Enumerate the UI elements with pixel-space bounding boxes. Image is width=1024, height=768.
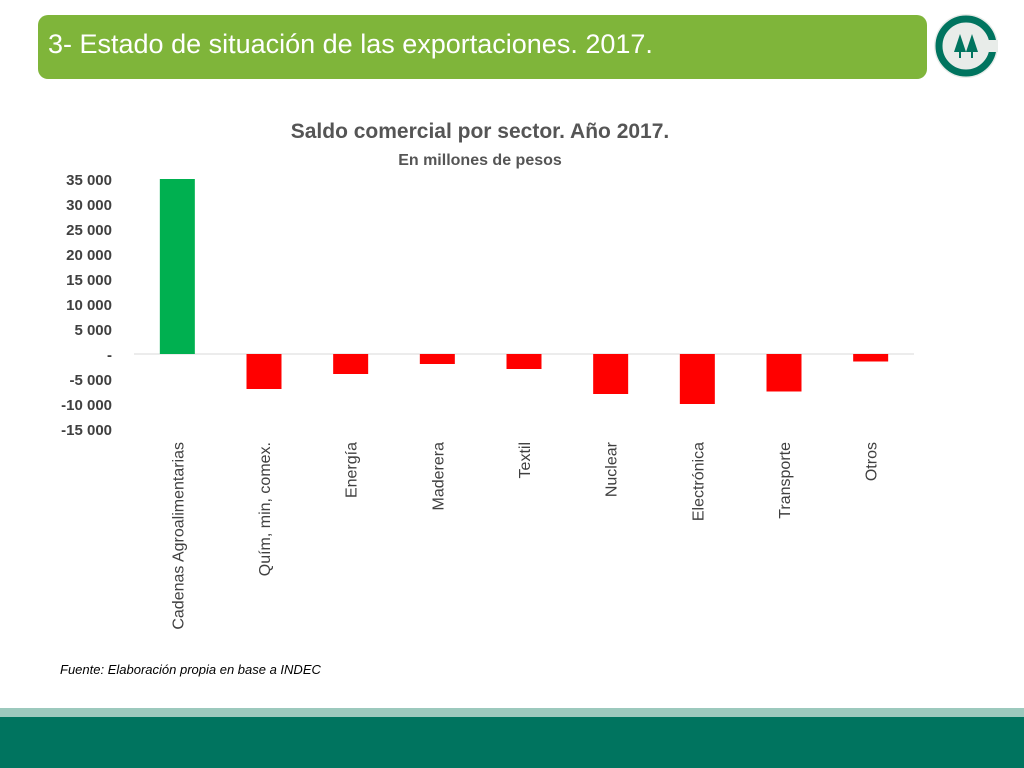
footer-stripe	[0, 708, 1024, 717]
y-tick-label: 20 000	[66, 247, 112, 264]
x-tick-label: Transporte	[777, 442, 794, 519]
y-tick-label: 30 000	[66, 197, 112, 214]
bar	[246, 354, 282, 389]
bar	[853, 354, 889, 362]
logo-icon	[934, 14, 998, 78]
y-tick-label: 25 000	[66, 222, 112, 239]
footer-bar	[0, 717, 1024, 768]
page-title: 3- Estado de situación de las exportacio…	[48, 29, 653, 59]
source-note: Fuente: Elaboración propia en base a IND…	[60, 662, 321, 677]
y-tick-label: -	[107, 347, 112, 364]
bar	[419, 354, 455, 364]
bar	[679, 354, 715, 404]
x-tick-label: Quím, min, comex.	[257, 442, 274, 576]
bar	[333, 354, 369, 374]
x-tick-label: Energía	[344, 442, 361, 498]
y-tick-label: 35 000	[66, 172, 112, 189]
x-tick-label: Nuclear	[604, 441, 621, 497]
x-tick-label: Otros	[864, 442, 881, 481]
x-tick-label: Maderera	[430, 442, 447, 511]
x-tick-label: Cadenas Agroalimentarias	[170, 442, 187, 630]
y-tick-label: -5 000	[69, 372, 112, 389]
y-tick-label: -10 000	[61, 397, 112, 414]
bar	[506, 354, 542, 369]
bar	[593, 354, 629, 394]
bars	[159, 179, 889, 404]
y-tick-label: 15 000	[66, 272, 112, 289]
x-tick-label: Electrónica	[690, 442, 707, 521]
header-bar: 3- Estado de situación de las exportacio…	[38, 15, 927, 79]
x-tick-label: Textil	[517, 442, 534, 478]
y-axis: 35 000 30 000 25 000 20 000 15 000 10 000 5 00…	[61, 172, 112, 439]
y-tick-label: 10 000	[66, 297, 112, 314]
x-axis-labels: Cadenas Agroalimentarias Quím, min, comex…	[170, 441, 880, 629]
bar	[766, 354, 802, 392]
y-tick-label: -15 000	[61, 422, 112, 439]
chart-title: Saldo comercial por sector. Año 2017.	[290, 120, 670, 143]
bar	[159, 179, 195, 354]
y-tick-label: 5 000	[74, 322, 112, 339]
chart-subtitle: En millones de pesos	[398, 152, 562, 169]
bar-chart: 35 000 30 000 25 000 20 000 15 000 10 000 5 00…	[61, 172, 914, 630]
